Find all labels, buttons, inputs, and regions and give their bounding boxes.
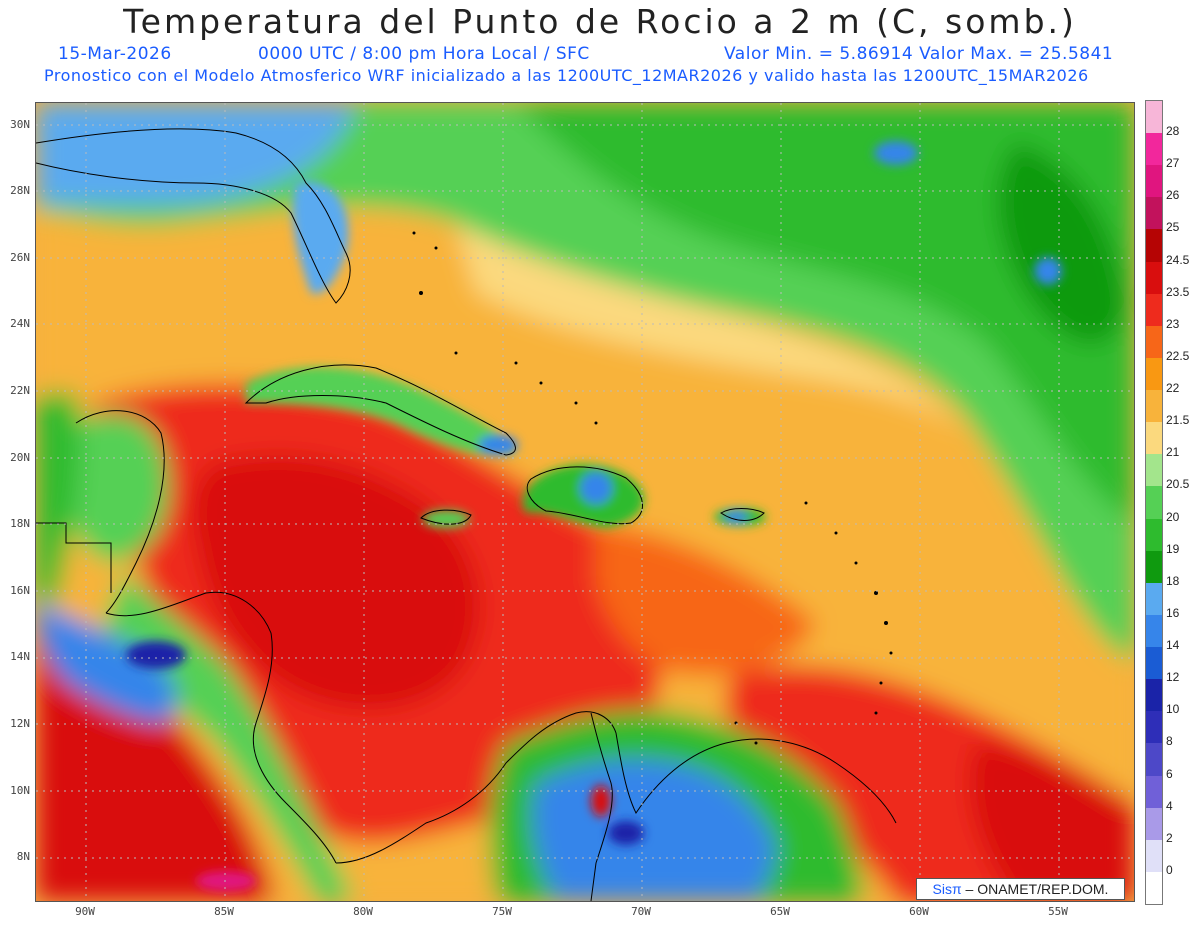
colorbar-label: 25 (1166, 220, 1180, 235)
colorbar-label: 21 (1166, 445, 1180, 460)
colorbar-label: 20 (1166, 509, 1180, 524)
colorbar-label: 28 (1166, 124, 1180, 139)
sispi-logo: Sisπ (932, 881, 962, 897)
lon-label: 90W (75, 905, 95, 918)
colorbar-segment (1146, 518, 1162, 552)
colorbar-segment (1146, 390, 1162, 423)
dewpoint-field (36, 103, 1134, 901)
colorbar-segment (1146, 133, 1162, 166)
colorbar-label: 0 (1166, 862, 1173, 877)
colorbar-label: 12 (1166, 670, 1180, 685)
lat-label: 22N (10, 384, 30, 397)
lat-label: 20N (10, 451, 30, 464)
lat-label: 16N (10, 584, 30, 597)
forecast-time: 0000 UTC / 8:00 pm Hora Local / SFC (258, 44, 590, 64)
lat-label: 12N (10, 717, 30, 730)
colorbar-label: 27 (1166, 156, 1180, 171)
colorbar-label: 18 (1166, 573, 1180, 588)
colorbar-label: 22.5 (1166, 348, 1190, 363)
colorbar-label: 6 (1166, 766, 1173, 781)
dewpoint-map (35, 102, 1135, 902)
colorbar-label: 10 (1166, 702, 1180, 717)
colorbar-label: 26 (1166, 188, 1180, 203)
colorbar-label: 4 (1166, 798, 1173, 813)
colorbar-segment (1146, 743, 1162, 776)
colorbar-label: 2 (1166, 830, 1173, 845)
colorbar-label: 8 (1166, 734, 1173, 749)
lat-label: 14N (10, 650, 30, 663)
colorbar-segment (1146, 422, 1162, 455)
colorbar-segment (1146, 614, 1162, 648)
colorbar-segment (1146, 807, 1162, 841)
lon-label: 65W (770, 905, 790, 918)
colorbar-segment (1146, 357, 1162, 391)
credit-text: – ONAMET/REP.DOM. (961, 881, 1109, 897)
colorbar-segment (1146, 325, 1162, 359)
colorbar-segment (1146, 679, 1162, 712)
colorbar-label: 21.5 (1166, 413, 1190, 428)
lon-label: 75W (492, 905, 512, 918)
lon-label: 70W (631, 905, 651, 918)
lat-label: 24N (10, 317, 30, 330)
coastlines (36, 128, 897, 901)
map-title: Temperatura del Punto de Rocio a 2 m (C,… (123, 2, 1077, 41)
island-markers (412, 231, 893, 745)
model-description: Pronostico con el Modelo Atmosferico WRF… (44, 66, 1089, 85)
lon-label: 60W (909, 905, 929, 918)
lon-label: 80W (353, 905, 373, 918)
graticule (36, 103, 1134, 901)
colorbar-segment (1146, 101, 1162, 134)
colorbar-segment (1146, 647, 1162, 680)
colorbar-label: 22 (1166, 381, 1180, 396)
colorbar-label: 19 (1166, 541, 1180, 556)
colorbar-segment (1146, 582, 1162, 616)
forecast-date: 15-Mar-2026 (58, 44, 172, 64)
colorbar-segment (1146, 229, 1162, 263)
colorbar-label: 16 (1166, 605, 1180, 620)
colorbar-segment (1146, 775, 1162, 809)
colorbar-label: 23.5 (1166, 284, 1190, 299)
lat-label: 8N (16, 850, 30, 863)
colorbar-segment (1146, 550, 1162, 584)
lat-label: 10N (10, 784, 30, 797)
colorbar-segment (1146, 711, 1162, 744)
lat-label: 26N (10, 251, 30, 264)
colorbar-segment (1146, 165, 1162, 198)
colorbar-segment (1146, 261, 1162, 295)
colorbar-label: 24.5 (1166, 252, 1190, 267)
min-max-values: Valor Min. = 5.86914 Valor Max. = 25.584… (724, 44, 1114, 64)
colorbar-segment (1146, 486, 1162, 520)
colorbar-label: 23 (1166, 316, 1180, 331)
credit-box: Sisπ – ONAMET/REP.DOM. (916, 878, 1125, 900)
lat-label: 18N (10, 517, 30, 530)
colorbar-segment (1146, 839, 1162, 873)
colorbar-segment (1146, 197, 1162, 230)
colorbar-label: 14 (1166, 638, 1180, 653)
lat-label: 28N (10, 184, 30, 197)
lat-label: 30N (10, 118, 30, 131)
lon-label: 55W (1048, 905, 1068, 918)
colorbar-segment (1146, 454, 1162, 487)
colorbar (1145, 100, 1163, 905)
colorbar-label: 20.5 (1166, 477, 1190, 492)
lon-label: 85W (214, 905, 234, 918)
map-canvas (36, 103, 1134, 901)
colorbar-segment (1146, 293, 1162, 327)
